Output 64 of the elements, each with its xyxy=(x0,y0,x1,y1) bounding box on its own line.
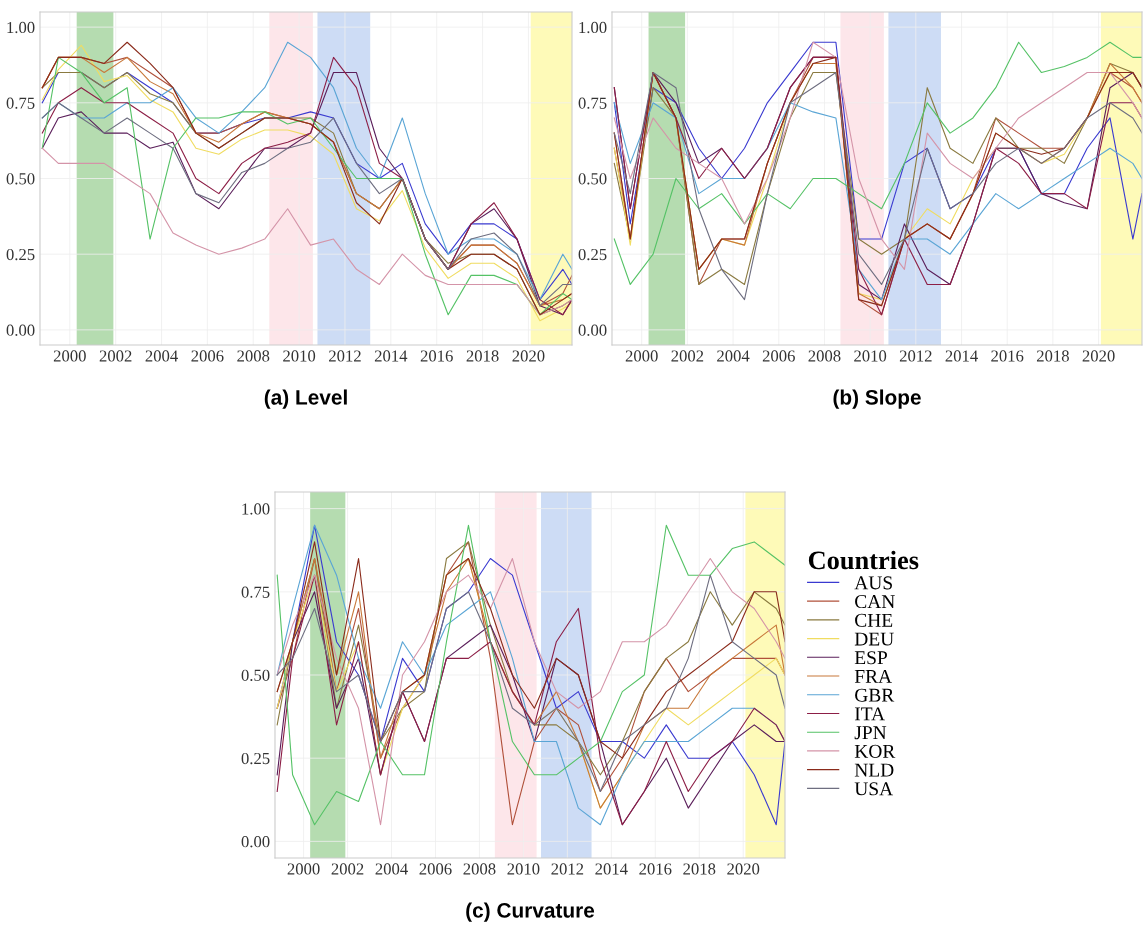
x-tick-label: 2018 xyxy=(466,350,499,362)
x-tick-label: 2014 xyxy=(945,350,978,362)
x-tick-label: 2000 xyxy=(53,350,86,362)
legend-label: KOR xyxy=(854,744,896,758)
x-tick-label: 2016 xyxy=(991,350,1024,362)
y-tick-label: 1.00 xyxy=(7,21,35,34)
legend-label: USA xyxy=(854,782,894,796)
text: (c) Curvature xyxy=(466,902,595,922)
x-tick-label: 2008 xyxy=(463,863,496,875)
x-tick-label: 2000 xyxy=(625,350,658,362)
y-tick-label: 0.25 xyxy=(578,248,607,261)
x-tick-label: 2004 xyxy=(375,863,408,875)
x-tick-label: 2008 xyxy=(237,350,270,362)
x-tick-label: 2018 xyxy=(683,863,716,875)
x-tick-label: 2006 xyxy=(419,863,452,875)
y-tick-label: 1.00 xyxy=(242,503,270,515)
x-tick-label: 2020 xyxy=(727,863,760,875)
x-tick-label: 2002 xyxy=(331,863,364,875)
y-tick-label: 0.00 xyxy=(241,836,270,848)
y-tick-label: 0.50 xyxy=(6,173,35,185)
x-tick-label: 2020 xyxy=(512,350,545,362)
legend-label: AUS xyxy=(854,576,892,590)
x-tick-label: 2004 xyxy=(145,350,178,362)
legend-label: JPN xyxy=(854,726,887,740)
y-tick-label: 0.75 xyxy=(578,97,607,109)
y-tick-label: 0.75 xyxy=(241,586,270,598)
x-tick-label: 2014 xyxy=(374,350,408,362)
x-tick-label: 2012 xyxy=(329,350,361,362)
y-tick-label: 0.00 xyxy=(6,324,35,336)
x-tick-label: 2008 xyxy=(808,350,841,362)
legend-label: FRA xyxy=(854,669,892,683)
y-tick-label: 0.50 xyxy=(578,173,607,185)
text: (a) Level xyxy=(264,389,347,409)
y-tick-label: 0.00 xyxy=(578,324,607,336)
x-tick-label: 2010 xyxy=(507,863,540,875)
x-tick-label: 2014 xyxy=(595,863,628,875)
y-tick-label: 1.00 xyxy=(579,21,607,34)
legend-title: Countries xyxy=(808,550,919,570)
x-tick-label: 2006 xyxy=(191,350,224,362)
x-tick-label: 2002 xyxy=(99,350,132,362)
x-tick-label: 2012 xyxy=(551,863,584,875)
legend-label: ITA xyxy=(854,707,885,721)
legend-label: GBR xyxy=(855,688,895,702)
text: (b) Slope xyxy=(833,389,921,409)
x-tick-label: 2018 xyxy=(1036,350,1069,362)
x-tick-label: 2010 xyxy=(283,350,316,362)
x-tick-label: 2016 xyxy=(639,863,672,875)
legend-label: CHE xyxy=(855,613,893,627)
legend-label: ESP xyxy=(854,651,887,665)
y-tick-label: 0.25 xyxy=(241,752,270,765)
x-tick-label: 2016 xyxy=(420,350,453,362)
x-tick-label: 2000 xyxy=(287,863,320,875)
x-tick-label: 2004 xyxy=(717,350,750,362)
y-tick-label: 0.50 xyxy=(241,669,270,682)
legend-label: DEU xyxy=(854,632,894,646)
x-tick-label: 2006 xyxy=(762,350,795,362)
x-tick-label: 2020 xyxy=(1082,350,1115,362)
x-tick-label: 2010 xyxy=(854,350,887,362)
x-tick-label: 2012 xyxy=(899,350,932,362)
y-tick-label: 0.75 xyxy=(6,97,35,109)
x-tick-label: 2002 xyxy=(671,350,704,362)
legend-label: CAN xyxy=(855,595,895,609)
y-tick-label: 0.25 xyxy=(6,248,35,261)
legend-label: NLD xyxy=(854,763,894,777)
